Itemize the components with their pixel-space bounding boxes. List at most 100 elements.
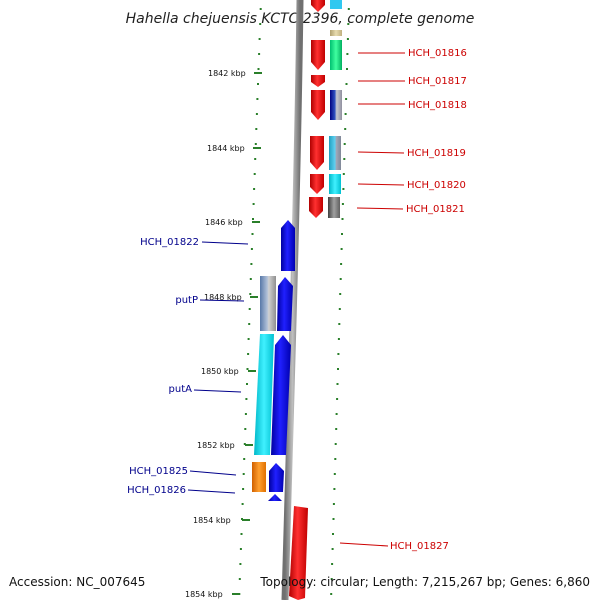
tick-dot	[249, 293, 252, 295]
cog-block	[330, 90, 342, 120]
label-putP[interactable]: putP	[175, 295, 245, 306]
gene-label[interactable]: HCH_01816	[408, 48, 467, 59]
gene-label[interactable]: HCH_01818	[408, 100, 467, 111]
tick-dot	[346, 53, 349, 55]
genome-summary-text: Topology: circular; Length: 7,215,267 bp…	[260, 575, 590, 589]
label-hch01827[interactable]: HCH_01827	[339, 541, 449, 552]
tick-dot	[346, 38, 349, 40]
tick-dot	[347, 8, 350, 10]
label-hch01817[interactable]: HCH_01817	[358, 76, 467, 87]
cog-block	[328, 197, 340, 218]
gene-label[interactable]: HCH_01822	[140, 237, 199, 248]
kbp-tick	[250, 296, 258, 298]
kbp-tick	[254, 72, 262, 74]
tick-dot	[238, 578, 241, 580]
tick-dot	[334, 458, 337, 460]
gene-arrow-top	[311, 0, 325, 12]
kbp-tick	[252, 221, 260, 223]
kbp-tick	[245, 444, 253, 446]
gene-label[interactable]: putP	[175, 295, 198, 306]
tick-dot	[346, 68, 348, 70]
tick-dot	[244, 428, 247, 430]
label-hch01825[interactable]: HCH_01825	[129, 466, 237, 477]
tick-dot	[255, 113, 258, 115]
tick-dot	[337, 353, 340, 355]
leader-line	[357, 151, 405, 154]
gene-label[interactable]: HCH_01825	[129, 466, 188, 477]
cog-track-forward	[328, 0, 342, 218]
tick-dot	[258, 53, 261, 55]
tick-dot	[347, 23, 350, 25]
label-hch01826[interactable]: HCH_01826	[127, 485, 236, 496]
gene-label[interactable]: HCH_01819	[407, 148, 466, 159]
kbp-mark-1850: 1850 kbp	[201, 367, 256, 376]
reverse-gene-labels: HCH_01822 putP putA HCH_01825 HCH_01826	[127, 237, 249, 496]
label-hch01819[interactable]: HCH_01819	[357, 148, 466, 159]
tick-dot	[339, 293, 342, 295]
label-putA[interactable]: putA	[169, 384, 242, 395]
accession-text: Accession: NC_007645	[9, 575, 146, 589]
leader-line	[187, 489, 236, 494]
tick-dot	[335, 413, 338, 415]
tick-dot	[339, 278, 342, 280]
tick-dot	[331, 563, 334, 565]
tick-dot	[332, 518, 335, 520]
kbp-label: 1854 kbp	[185, 590, 223, 599]
label-hch01821[interactable]: HCH_01821	[356, 204, 465, 215]
tick-dot	[331, 548, 334, 550]
cog-track-reverse	[252, 276, 276, 492]
tick-dot	[340, 248, 343, 250]
tick-dot	[333, 473, 336, 475]
tick-dot	[338, 308, 341, 310]
tick-dot	[241, 503, 244, 505]
tick-dot	[239, 563, 242, 565]
label-hch01822[interactable]: HCH_01822	[140, 237, 249, 248]
kbp-label: 1846 kbp	[205, 218, 243, 227]
leader-line	[201, 241, 249, 245]
tick-dot	[332, 503, 335, 505]
kbp-mark-1844: 1844 kbp	[207, 144, 261, 153]
gene-arrow-putA	[271, 335, 291, 455]
tick-dot	[259, 8, 262, 10]
tick-dot	[342, 173, 345, 175]
gene-label[interactable]: putA	[169, 384, 193, 395]
tick-dot	[252, 218, 254, 220]
forward-strand-genes	[289, 0, 325, 600]
tick-dot	[343, 158, 346, 160]
leader-line	[189, 470, 237, 476]
label-hch01818[interactable]: HCH_01818	[358, 100, 467, 111]
tick-dot	[242, 473, 245, 475]
tick-dot	[250, 248, 253, 250]
kbp-tick	[248, 370, 256, 372]
gene-label[interactable]: HCH_01817	[408, 76, 467, 87]
tick-dot	[247, 338, 250, 340]
tick-dot	[248, 323, 251, 325]
tick-dot	[333, 488, 336, 490]
kbp-label: 1844 kbp	[207, 144, 245, 153]
tick-dot	[344, 128, 347, 130]
gene-label[interactable]: HCH_01820	[407, 180, 466, 191]
gene-label[interactable]: HCH_01826	[127, 485, 186, 496]
kbp-label: 1850 kbp	[201, 367, 239, 376]
inner-tick-track	[238, 8, 262, 595]
label-hch01820[interactable]: HCH_01820	[357, 180, 466, 191]
gene-arrow-hch01819	[310, 136, 324, 170]
label-hch01816[interactable]: HCH_01816	[358, 48, 467, 59]
tick-dot	[335, 428, 338, 430]
tick-dot	[244, 413, 247, 415]
kbp-label: 1842 kbp	[208, 69, 246, 78]
kbp-scale: 1842 kbp 1844 kbp 1846 kbp 1848 kbp 1850…	[185, 69, 262, 599]
tick-dot	[240, 533, 243, 535]
gene-label[interactable]: HCH_01821	[406, 204, 465, 215]
kbp-mark-1842: 1842 kbp	[208, 69, 262, 78]
tick-dot	[336, 398, 339, 400]
tick-dot	[255, 128, 258, 130]
gene-arrow-hch01817	[311, 75, 325, 87]
tick-dot	[246, 383, 248, 385]
tick-dot	[243, 458, 246, 460]
tick-dot	[254, 143, 257, 145]
gene-label[interactable]: HCH_01827	[390, 541, 449, 552]
tick-dot	[341, 233, 343, 235]
reverse-strand-genes	[268, 220, 295, 501]
